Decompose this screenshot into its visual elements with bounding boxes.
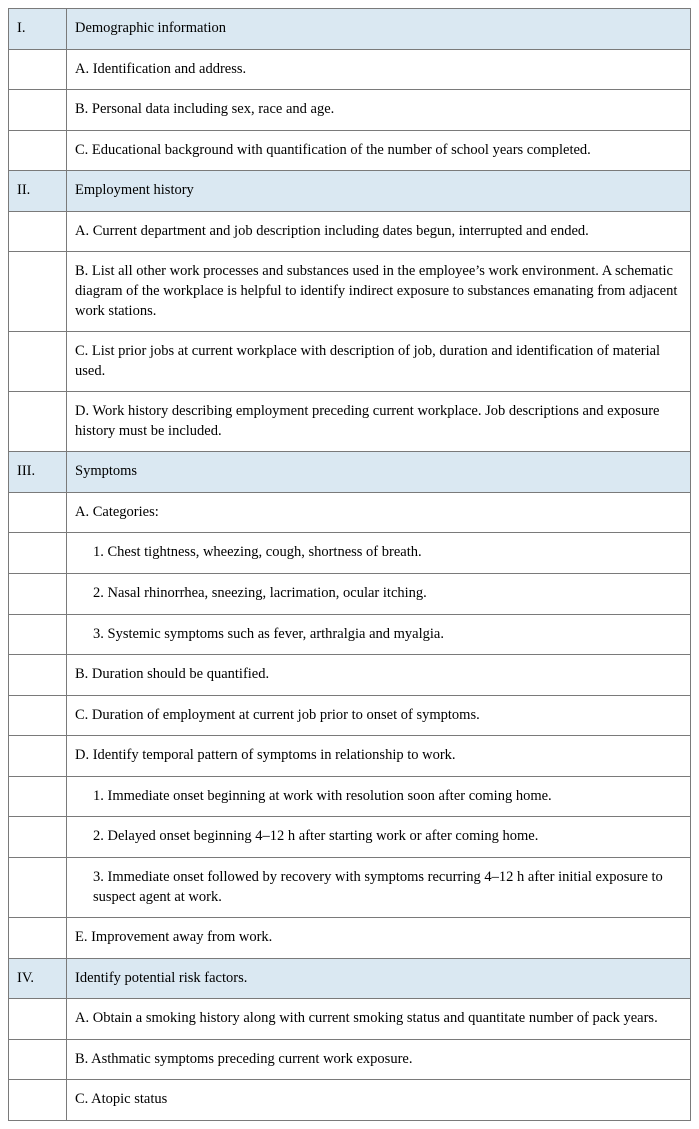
item-text: A. Current department and job descriptio… (67, 211, 691, 252)
item-text: C. Atopic status (67, 1080, 691, 1121)
section-title: Demographic information (67, 9, 691, 50)
cell-empty (9, 918, 67, 959)
section-title: Employment history (67, 171, 691, 212)
cell-empty (9, 614, 67, 655)
cell-empty (9, 252, 67, 332)
table-row: B. Duration should be quantified. (9, 655, 691, 696)
table-row: A. Identification and address. (9, 49, 691, 90)
section-number: I. (9, 9, 67, 50)
table-row: B. Asthmatic symptoms preceding current … (9, 1039, 691, 1080)
table-row: C. List prior jobs at current workplace … (9, 332, 691, 392)
item-text: A. Identification and address. (67, 49, 691, 90)
section-number: III. (9, 452, 67, 493)
item-text: A. Categories: (67, 492, 691, 533)
section-number: IV. (9, 958, 67, 999)
cell-empty (9, 817, 67, 858)
item-text: D. Work history describing employment pr… (67, 392, 691, 452)
cell-empty (9, 533, 67, 574)
table-row: C. Duration of employment at current job… (9, 695, 691, 736)
table-row: C. Educational background with quantific… (9, 130, 691, 171)
cell-empty (9, 130, 67, 171)
sub-item-text: 2. Nasal rhinorrhea, sneezing, lacrimati… (67, 574, 691, 615)
cell-empty (9, 857, 67, 917)
table-row: D. Work history describing employment pr… (9, 392, 691, 452)
cell-empty (9, 1080, 67, 1121)
item-text: B. List all other work processes and sub… (67, 252, 691, 332)
section-header: II. Employment history (9, 171, 691, 212)
table-row: 3. Systemic symptoms such as fever, arth… (9, 614, 691, 655)
item-text: B. Asthmatic symptoms preceding current … (67, 1039, 691, 1080)
section-title: Identify potential risk factors. (67, 958, 691, 999)
sub-item-text: 3. Systemic symptoms such as fever, arth… (67, 614, 691, 655)
section-title: Symptoms (67, 452, 691, 493)
table-row: B. List all other work processes and sub… (9, 252, 691, 332)
cell-empty (9, 392, 67, 452)
questionnaire-table: I. Demographic information A. Identifica… (8, 8, 691, 1121)
cell-empty (9, 90, 67, 131)
table-row: B. Personal data including sex, race and… (9, 90, 691, 131)
table-row: E. Improvement away from work. (9, 918, 691, 959)
item-text: E. Improvement away from work. (67, 918, 691, 959)
table-row: A. Obtain a smoking history along with c… (9, 999, 691, 1040)
table-body: I. Demographic information A. Identifica… (9, 9, 691, 1121)
item-text: C. Duration of employment at current job… (67, 695, 691, 736)
cell-empty (9, 332, 67, 392)
table-row: 1. Chest tightness, wheezing, cough, sho… (9, 533, 691, 574)
table-row: 1. Immediate onset beginning at work wit… (9, 776, 691, 817)
section-header: III. Symptoms (9, 452, 691, 493)
cell-empty (9, 492, 67, 533)
sub-item-text: 3. Immediate onset followed by recovery … (67, 857, 691, 917)
item-text: C. List prior jobs at current workplace … (67, 332, 691, 392)
cell-empty (9, 574, 67, 615)
section-header: I. Demographic information (9, 9, 691, 50)
item-text: A. Obtain a smoking history along with c… (67, 999, 691, 1040)
table-row: A. Current department and job descriptio… (9, 211, 691, 252)
table-row: A. Categories: (9, 492, 691, 533)
sub-item-text: 1. Immediate onset beginning at work wit… (67, 776, 691, 817)
cell-empty (9, 999, 67, 1040)
item-text: B. Duration should be quantified. (67, 655, 691, 696)
table-row: C. Atopic status (9, 1080, 691, 1121)
cell-empty (9, 211, 67, 252)
table-row: 2. Nasal rhinorrhea, sneezing, lacrimati… (9, 574, 691, 615)
cell-empty (9, 1039, 67, 1080)
item-text: C. Educational background with quantific… (67, 130, 691, 171)
table-row: 3. Immediate onset followed by recovery … (9, 857, 691, 917)
cell-empty (9, 736, 67, 777)
cell-empty (9, 776, 67, 817)
cell-empty (9, 655, 67, 696)
sub-item-text: 2. Delayed onset beginning 4–12 h after … (67, 817, 691, 858)
sub-item-text: 1. Chest tightness, wheezing, cough, sho… (67, 533, 691, 574)
cell-empty (9, 695, 67, 736)
table-row: 2. Delayed onset beginning 4–12 h after … (9, 817, 691, 858)
section-number: II. (9, 171, 67, 212)
cell-empty (9, 49, 67, 90)
section-header: IV. Identify potential risk factors. (9, 958, 691, 999)
item-text: B. Personal data including sex, race and… (67, 90, 691, 131)
table-row: D. Identify temporal pattern of symptoms… (9, 736, 691, 777)
item-text: D. Identify temporal pattern of symptoms… (67, 736, 691, 777)
